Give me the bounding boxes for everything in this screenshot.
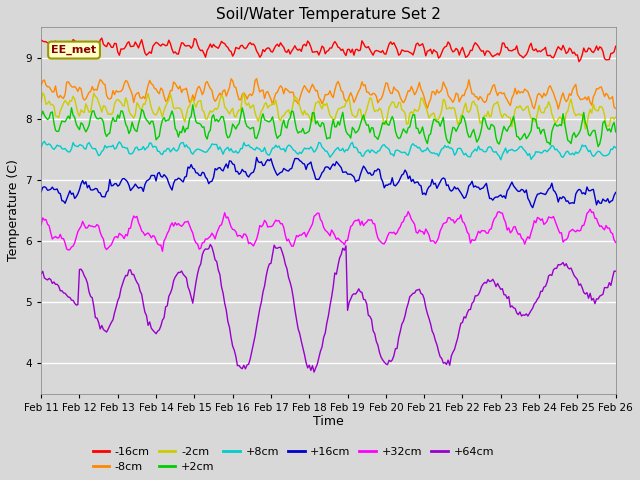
+2cm	[189, 102, 196, 108]
+64cm	[53, 281, 61, 287]
+32cm	[398, 220, 406, 226]
Title: Soil/Water Temperature Set 2: Soil/Water Temperature Set 2	[216, 7, 441, 22]
Line: +32cm: +32cm	[41, 209, 616, 252]
+32cm	[612, 240, 620, 245]
+32cm	[144, 230, 152, 236]
Line: +8cm: +8cm	[41, 142, 616, 160]
-16cm	[398, 47, 406, 53]
-2cm	[612, 114, 620, 120]
-8cm	[366, 92, 374, 97]
+32cm	[385, 230, 393, 236]
+32cm	[159, 249, 166, 254]
+64cm	[612, 268, 620, 274]
+2cm	[595, 144, 602, 150]
+8cm	[385, 146, 393, 152]
-8cm	[543, 90, 551, 96]
+2cm	[144, 119, 152, 124]
+32cm	[543, 218, 551, 224]
+2cm	[398, 131, 406, 136]
Line: -16cm: -16cm	[41, 38, 616, 61]
-16cm	[366, 47, 374, 52]
-2cm	[39, 90, 47, 96]
+2cm	[53, 129, 61, 134]
+64cm	[545, 273, 552, 279]
+64cm	[399, 318, 407, 324]
+16cm	[253, 155, 260, 160]
+64cm	[37, 271, 45, 276]
Text: EE_met: EE_met	[51, 45, 97, 55]
Line: +16cm: +16cm	[41, 157, 616, 208]
+16cm	[366, 170, 374, 176]
+64cm	[310, 369, 318, 375]
+8cm	[55, 143, 63, 149]
+64cm	[207, 241, 214, 247]
+8cm	[497, 157, 504, 163]
+64cm	[144, 323, 152, 328]
+8cm	[612, 145, 620, 151]
-2cm	[543, 104, 551, 110]
+8cm	[40, 139, 48, 144]
+2cm	[366, 130, 374, 135]
+16cm	[545, 186, 552, 192]
-2cm	[37, 99, 45, 105]
+64cm	[367, 317, 375, 323]
+8cm	[146, 140, 154, 146]
+32cm	[586, 206, 594, 212]
Legend: -16cm, -8cm, -2cm, +2cm, +8cm, +16cm, +32cm, +64cm: -16cm, -8cm, -2cm, +2cm, +8cm, +16cm, +3…	[93, 447, 494, 472]
+32cm	[366, 217, 374, 223]
+16cm	[612, 190, 620, 195]
X-axis label: Time: Time	[313, 415, 344, 429]
+2cm	[385, 122, 393, 128]
-8cm	[612, 106, 620, 111]
-16cm	[146, 49, 154, 55]
+64cm	[387, 359, 394, 364]
-2cm	[366, 95, 374, 101]
-8cm	[554, 106, 562, 112]
-2cm	[385, 104, 393, 110]
-8cm	[144, 83, 152, 88]
-8cm	[37, 82, 45, 88]
+16cm	[529, 205, 536, 211]
-8cm	[53, 93, 61, 98]
-2cm	[398, 107, 406, 113]
-16cm	[53, 43, 61, 48]
+2cm	[612, 129, 620, 135]
Line: +64cm: +64cm	[41, 244, 616, 372]
+2cm	[37, 113, 45, 119]
+16cm	[53, 186, 61, 192]
-16cm	[612, 43, 620, 49]
+2cm	[543, 140, 551, 145]
-2cm	[146, 97, 154, 103]
Line: -8cm: -8cm	[41, 79, 616, 109]
+8cm	[398, 150, 406, 156]
+8cm	[366, 150, 374, 156]
-8cm	[398, 98, 406, 104]
-2cm	[582, 126, 589, 132]
-16cm	[543, 52, 551, 58]
+16cm	[398, 172, 406, 178]
+16cm	[385, 181, 393, 187]
Y-axis label: Temperature (C): Temperature (C)	[7, 159, 20, 262]
Line: +2cm: +2cm	[41, 105, 616, 147]
-2cm	[55, 115, 63, 120]
+8cm	[545, 147, 552, 153]
Line: -2cm: -2cm	[41, 93, 616, 129]
+8cm	[37, 144, 45, 150]
+32cm	[37, 222, 45, 228]
-8cm	[385, 87, 393, 93]
+16cm	[37, 189, 45, 195]
-16cm	[98, 35, 106, 41]
-16cm	[37, 37, 45, 43]
-8cm	[253, 76, 260, 82]
-16cm	[575, 59, 583, 64]
+32cm	[53, 235, 61, 241]
+16cm	[144, 177, 152, 183]
-16cm	[385, 41, 393, 47]
